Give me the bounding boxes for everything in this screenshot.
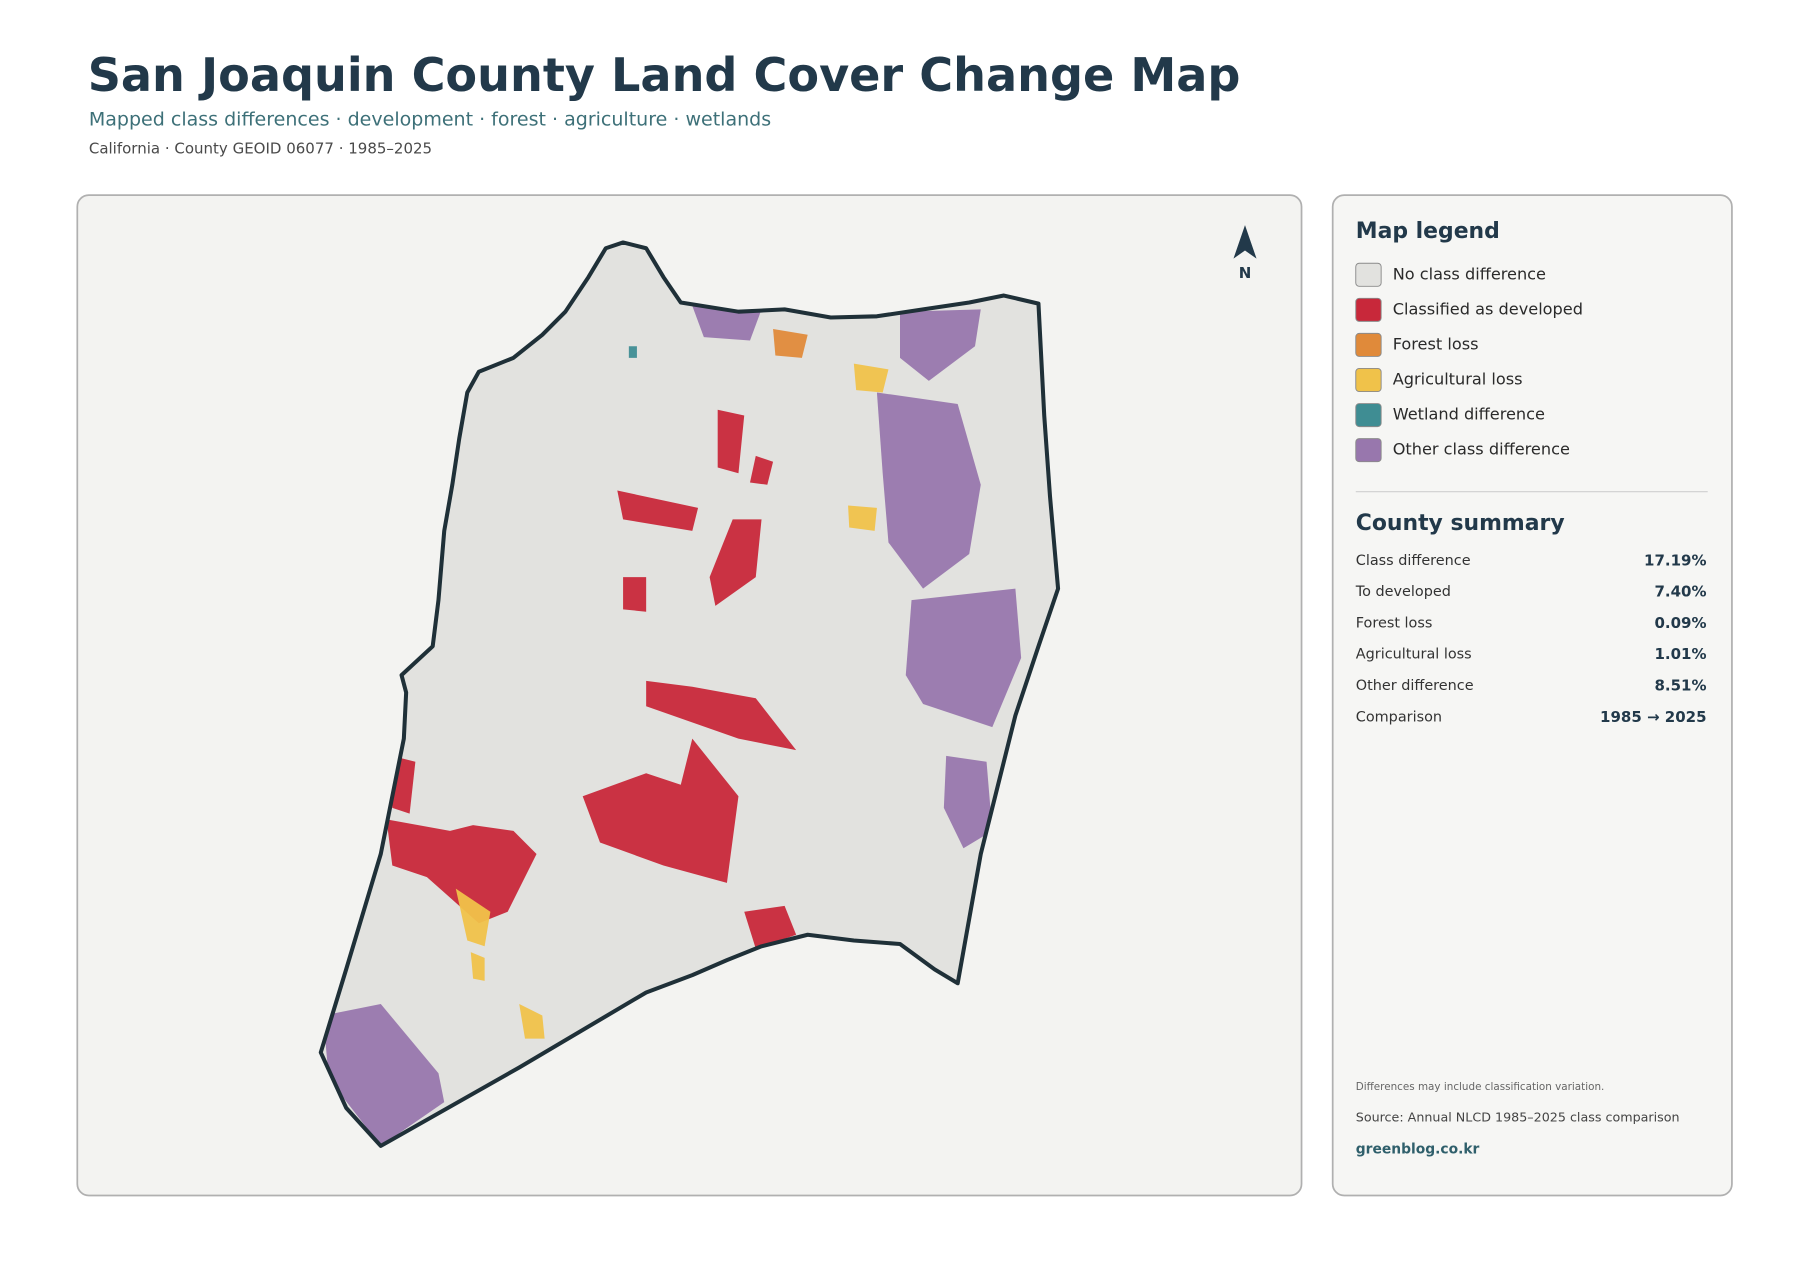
summary-label: Class difference — [1356, 553, 1471, 569]
meta: California · County GEOID 06077 · 1985–2… — [89, 140, 432, 158]
summary-value: 0.09% — [1654, 614, 1706, 632]
legend-label: Classified as developed — [1393, 299, 1583, 318]
land-patch — [750, 455, 774, 485]
legend-panel — [1331, 194, 1733, 1197]
summary: Class difference 17.19% To developed 7.40% F… — [1355, 551, 1707, 725]
legend: No class difference Classified as develop… — [1355, 262, 1583, 463]
legend-label: No class difference — [1393, 264, 1546, 283]
legend-title: Map legend — [1356, 219, 1500, 244]
change-patches — [323, 305, 1022, 1146]
summary-value: 17.19% — [1644, 551, 1706, 569]
land-patch — [876, 392, 981, 589]
land-patch — [744, 905, 797, 949]
land-patch — [386, 819, 537, 924]
legend-swatch — [1355, 438, 1382, 463]
land-patch — [628, 346, 637, 358]
legend-swatch — [1355, 332, 1382, 357]
land-patch — [519, 1004, 545, 1039]
subtitle: Mapped class differences · development ·… — [89, 109, 771, 131]
site-link: greenblog.co.kr — [1356, 1141, 1480, 1157]
land-patch — [646, 680, 797, 751]
land-patch — [617, 490, 699, 531]
land-patch — [470, 952, 485, 981]
summary-value: 7.40% — [1654, 583, 1706, 601]
land-patch — [717, 409, 745, 474]
summary-label: To developed — [1355, 584, 1451, 600]
summary-value: 1985 → 2025 — [1600, 708, 1707, 726]
source: Source: Annual NLCD 1985–2025 class comp… — [1356, 1110, 1680, 1125]
legend-swatch — [1355, 297, 1382, 322]
land-patch — [455, 888, 491, 947]
legend-label: Agricultural loss — [1393, 370, 1523, 389]
land-patch — [848, 505, 877, 531]
land-patch — [323, 1004, 445, 1146]
land-patch — [692, 305, 762, 341]
legend-label: Forest loss — [1393, 334, 1479, 353]
land-patch — [623, 577, 647, 612]
legend-label: Other class difference — [1393, 440, 1570, 459]
land-patch — [905, 588, 1022, 728]
land-patch — [900, 309, 981, 381]
summary-label: Forest loss — [1356, 615, 1433, 631]
land-patch — [773, 329, 808, 358]
legend-swatch — [1355, 403, 1382, 428]
summary-value: 1.01% — [1654, 645, 1706, 663]
note: Differences may include classification v… — [1356, 1081, 1605, 1093]
land-patch — [943, 755, 993, 849]
land-patch — [582, 738, 739, 883]
county-outline — [318, 240, 1061, 1148]
legend-swatch — [1355, 262, 1382, 287]
legend-swatch — [1355, 368, 1382, 393]
legend-label: Wetland difference — [1393, 405, 1545, 424]
summary-title: County summary — [1356, 511, 1565, 536]
summary-label: Comparison — [1356, 709, 1442, 725]
summary-label: Agricultural loss — [1356, 647, 1472, 663]
north-label: N — [1239, 264, 1252, 282]
land-patch — [853, 363, 889, 393]
north-arrow — [1233, 225, 1257, 259]
title: San Joaquin County Land Cover Change Map — [88, 48, 1241, 102]
land-patch — [709, 519, 762, 606]
map — [318, 240, 1061, 1148]
summary-label: Other difference — [1356, 678, 1474, 694]
summary-value: 8.51% — [1654, 677, 1706, 695]
